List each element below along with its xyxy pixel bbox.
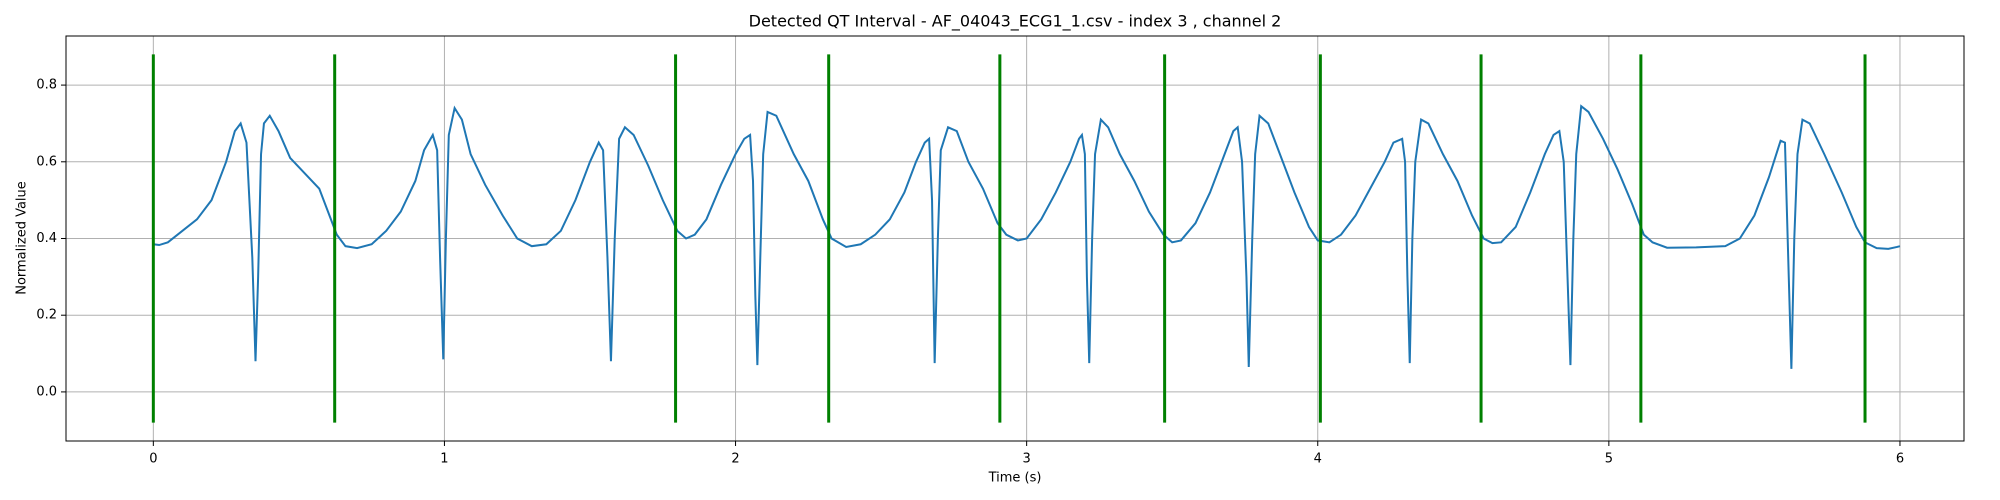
y-tick-label: 0.8 (36, 78, 57, 93)
x-tick-label: 6 (1896, 452, 1904, 467)
x-tick-label: 2 (731, 452, 739, 467)
y-tick-label: 0.0 (36, 384, 57, 399)
signal-line (153, 104, 1901, 369)
x-tick-label: 0 (149, 452, 157, 467)
y-axis-label: Normalized Value (15, 181, 30, 295)
x-tick-label: 5 (1605, 452, 1613, 467)
x-axis-label: Time (s) (988, 471, 1042, 486)
x-tick-label: 3 (1023, 452, 1031, 467)
plot-frame (65, 35, 1965, 442)
y-tick-label: 0.4 (36, 231, 57, 246)
y-tick-label: 0.6 (36, 154, 57, 169)
x-tick-label: 4 (1314, 452, 1322, 467)
y-tick-label: 0.2 (36, 308, 57, 323)
chart-title: Detected QT Interval - AF_04043_ECG1_1.c… (749, 12, 1282, 32)
x-tick-label: 1 (440, 452, 448, 467)
